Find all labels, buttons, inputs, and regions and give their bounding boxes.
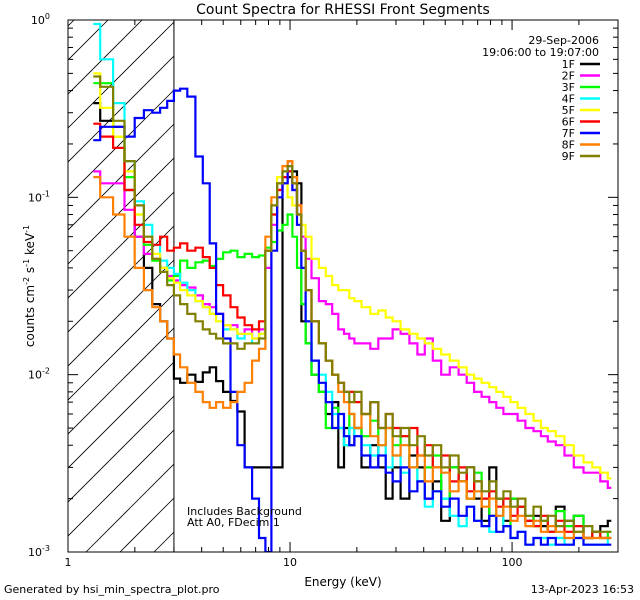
annotation-background: Includes Background xyxy=(187,505,302,518)
footer-timestamp: 13-Apr-2023 16:53 xyxy=(530,583,634,596)
y-tick-label: 10-2 xyxy=(28,367,50,382)
legend-label-1F: 1F xyxy=(562,58,575,71)
series-7F-line xyxy=(93,87,612,552)
hatch-line xyxy=(68,20,143,95)
date-label: 29-Sep-2006 xyxy=(528,34,599,47)
annotation-attenuator: Att A0, FDecim 1 xyxy=(187,516,280,529)
time-range-label: 19:06:00 to 19:07:00 xyxy=(482,46,599,59)
x-tick-label: 100 xyxy=(502,556,523,569)
series-5F-line xyxy=(93,72,612,480)
legend-label-8F: 8F xyxy=(562,139,575,152)
x-axis-label: Energy (keV) xyxy=(304,575,381,589)
hatch-line xyxy=(68,20,177,129)
legend-label-6F: 6F xyxy=(562,116,575,129)
legend-label-7F: 7F xyxy=(562,127,575,140)
legend-label-4F: 4F xyxy=(562,93,575,106)
y-tick-label: 100 xyxy=(31,12,50,27)
x-tick-label: 10 xyxy=(283,556,297,569)
footer-generated-by: Generated by hsi_min_spectra_plot.pro xyxy=(4,583,220,596)
y-tick-label: 10-3 xyxy=(28,544,50,559)
legend-label-2F: 2F xyxy=(562,70,575,83)
legend-label-9F: 9F xyxy=(562,150,575,163)
legend-label-3F: 3F xyxy=(562,81,575,94)
chart-title: Count Spectra for RHESSI Front Segments xyxy=(196,2,490,18)
y-axis-label: counts cm-2 s-1 keV-1 xyxy=(22,225,37,347)
plot-frame xyxy=(67,19,619,553)
series-9F-line xyxy=(93,75,612,533)
hatch-line xyxy=(68,20,211,163)
legend-label-5F: 5F xyxy=(562,104,575,117)
x-tick-label: 1 xyxy=(65,556,72,569)
hatch-mask xyxy=(173,20,618,552)
background-hatch-region xyxy=(68,20,618,552)
hatch-line xyxy=(68,20,75,27)
y-tick-label: 10-1 xyxy=(28,189,50,204)
